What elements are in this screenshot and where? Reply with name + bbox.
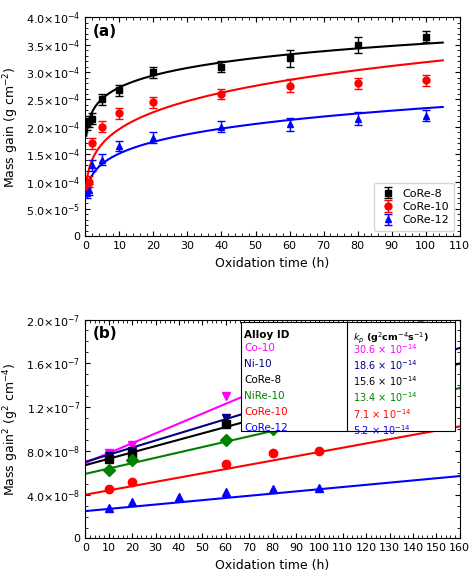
Bar — [241, 322, 455, 431]
Text: 15.6 × 10$^{-14}$: 15.6 × 10$^{-14}$ — [353, 375, 418, 389]
Text: NiRe-10: NiRe-10 — [245, 391, 285, 401]
Legend: CoRe-8, CoRe-10, CoRe-12: CoRe-8, CoRe-10, CoRe-12 — [374, 183, 454, 231]
Y-axis label: Mass gain (g cm$^{-2}$): Mass gain (g cm$^{-2}$) — [1, 66, 20, 188]
Text: (b): (b) — [93, 326, 118, 341]
Y-axis label: Mass gain$^2$ (g$^2$ cm$^{-4}$): Mass gain$^2$ (g$^2$ cm$^{-4}$) — [1, 362, 21, 496]
Text: 13.4 × 10$^{-14}$: 13.4 × 10$^{-14}$ — [353, 391, 418, 405]
Text: CoRe-8: CoRe-8 — [245, 375, 282, 384]
Text: Co-10: Co-10 — [245, 343, 275, 353]
Text: Alloy ID: Alloy ID — [245, 331, 290, 340]
X-axis label: Oxidation time (h): Oxidation time (h) — [215, 256, 330, 270]
X-axis label: Oxidation time (h): Oxidation time (h) — [215, 559, 330, 572]
Text: CoRe-12: CoRe-12 — [245, 423, 288, 433]
Text: 7.1 × 10$^{-14}$: 7.1 × 10$^{-14}$ — [353, 406, 411, 420]
Text: Ni-10: Ni-10 — [245, 358, 272, 369]
Text: 30.6 × 10$^{-14}$: 30.6 × 10$^{-14}$ — [353, 343, 418, 356]
Text: 5.2 × 10$^{-14}$: 5.2 × 10$^{-14}$ — [353, 423, 411, 437]
Text: 18.6 × 10$^{-14}$: 18.6 × 10$^{-14}$ — [353, 358, 418, 372]
Text: $k_p$ (g$^2$cm$^{-4}$s$^{-1}$): $k_p$ (g$^2$cm$^{-4}$s$^{-1}$) — [353, 331, 429, 345]
Text: (a): (a) — [93, 24, 117, 39]
Text: CoRe-10: CoRe-10 — [245, 406, 288, 417]
